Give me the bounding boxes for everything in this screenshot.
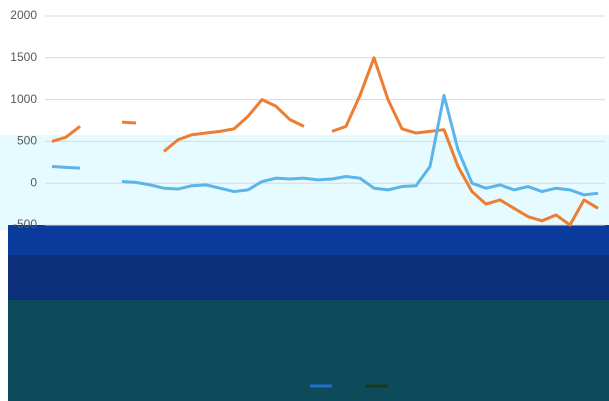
y-tick-label: 500 [17,134,37,148]
glitch-band [8,255,609,300]
y-tick-label: 2000 [10,8,37,22]
data-line [51,56,599,227]
plot-area: -500 0 500 1000 1500 2000 [10,8,605,231]
glitch-band [8,300,609,401]
glitch-panel [0,135,609,230]
data-line [51,93,599,197]
glitch-band [8,225,609,255]
y-tick-label: -500 [13,217,37,231]
y-tick-label: 1000 [10,92,37,106]
y-tick-label: 0 [30,175,37,189]
y-tick-label: 1500 [10,50,37,64]
